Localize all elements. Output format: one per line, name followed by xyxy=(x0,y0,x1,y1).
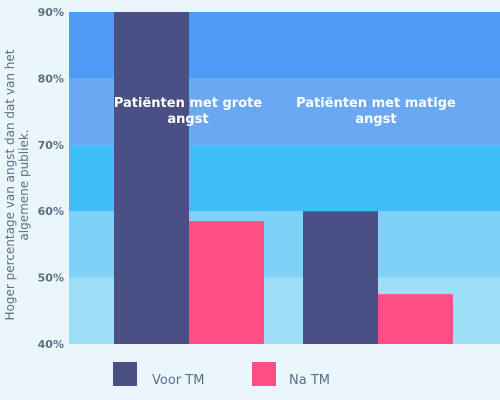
category-label-line: angst xyxy=(355,112,396,127)
category-label-line: Patiënten met matige xyxy=(296,96,456,111)
y-tick-label: 70% xyxy=(38,139,64,152)
category-label: Patiënten met matige angst xyxy=(296,96,456,127)
category-label-line: Patiënten met grote xyxy=(114,96,262,111)
y-tick-label: 90% xyxy=(38,6,64,19)
bar-na-1 xyxy=(378,294,453,344)
y-tick-label: 50% xyxy=(38,272,64,285)
legend-label: Na TM xyxy=(289,373,330,388)
category-label-line: angst xyxy=(167,112,208,127)
y-tick-label: 80% xyxy=(38,72,64,85)
legend-swatch xyxy=(252,362,276,386)
bar-voor-1 xyxy=(303,211,378,344)
y-axis-label: Hoger percentage van angst dan dat van h… xyxy=(3,49,31,320)
legend-label: Voor TM xyxy=(152,373,204,388)
bar-voor-0 xyxy=(114,12,189,344)
y-tick-label: 40% xyxy=(38,338,64,351)
category-label: Patiënten met grote angst xyxy=(114,96,262,127)
y-axis-label-line: Hoger percentage van angst dan dat van h… xyxy=(3,49,17,320)
y-tick-label: 60% xyxy=(38,205,64,218)
y-axis-label-line: algemene publiek. xyxy=(17,129,31,240)
legend-swatch xyxy=(113,362,137,386)
bar-na-0 xyxy=(189,221,264,344)
